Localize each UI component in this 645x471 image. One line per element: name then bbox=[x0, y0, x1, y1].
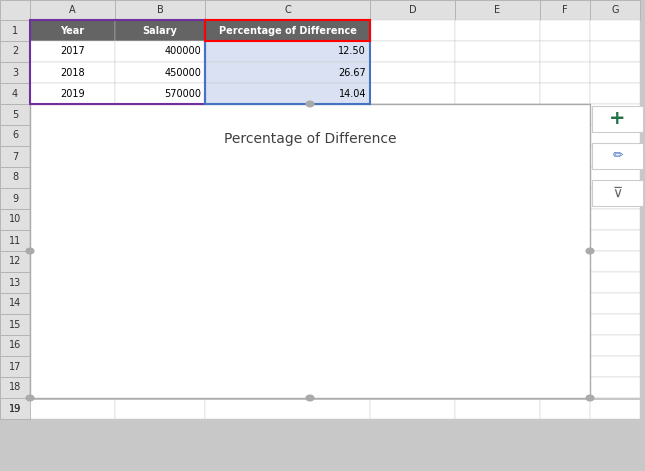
Text: 19: 19 bbox=[9, 404, 21, 414]
Text: B: B bbox=[157, 5, 163, 15]
Text: 14: 14 bbox=[9, 299, 21, 309]
Text: Salary: Salary bbox=[143, 25, 177, 35]
Text: 8: 8 bbox=[12, 172, 18, 182]
Text: 2019: 2019 bbox=[60, 89, 84, 98]
Text: 400000: 400000 bbox=[164, 47, 201, 57]
Text: 12.50: 12.50 bbox=[338, 47, 366, 57]
Text: G: G bbox=[611, 5, 619, 15]
Text: 15: 15 bbox=[9, 319, 21, 330]
Text: Year: Year bbox=[61, 25, 84, 35]
Text: 19: 19 bbox=[9, 404, 21, 414]
Text: 13: 13 bbox=[9, 277, 21, 287]
Text: F: F bbox=[562, 5, 568, 15]
Text: 14.04: 14.04 bbox=[339, 89, 366, 98]
Text: D: D bbox=[409, 5, 416, 15]
Text: A: A bbox=[69, 5, 76, 15]
Text: 5: 5 bbox=[12, 109, 18, 120]
Text: 7: 7 bbox=[12, 152, 18, 162]
Bar bbox=[462, 267, 551, 363]
Text: C: C bbox=[284, 5, 291, 15]
Text: Percentage of Difference: Percentage of Difference bbox=[224, 132, 396, 146]
Text: 2017: 2017 bbox=[60, 47, 85, 57]
Text: ⊽: ⊽ bbox=[613, 186, 622, 200]
Bar bbox=[108, 277, 197, 363]
Text: 2018: 2018 bbox=[60, 67, 84, 78]
Text: 2: 2 bbox=[12, 47, 18, 57]
Text: ✏: ✏ bbox=[612, 149, 623, 162]
Text: E: E bbox=[495, 5, 501, 15]
Text: 26.67: 26.67 bbox=[338, 67, 366, 78]
Text: 17: 17 bbox=[9, 362, 21, 372]
Text: 4: 4 bbox=[12, 89, 18, 98]
Text: Percentage of Difference: Percentage of Difference bbox=[219, 25, 357, 35]
Text: 450000: 450000 bbox=[164, 67, 201, 78]
Text: 9: 9 bbox=[12, 194, 18, 203]
Text: 12: 12 bbox=[9, 257, 21, 267]
Text: 1: 1 bbox=[12, 25, 18, 35]
Text: 18: 18 bbox=[9, 382, 21, 392]
Text: 11: 11 bbox=[9, 236, 21, 245]
Text: 570000: 570000 bbox=[164, 89, 201, 98]
Bar bbox=[285, 180, 374, 363]
Text: 16: 16 bbox=[9, 341, 21, 350]
Text: +: + bbox=[610, 109, 626, 129]
Text: 10: 10 bbox=[9, 214, 21, 225]
Text: 6: 6 bbox=[12, 130, 18, 140]
Text: 3: 3 bbox=[12, 67, 18, 78]
